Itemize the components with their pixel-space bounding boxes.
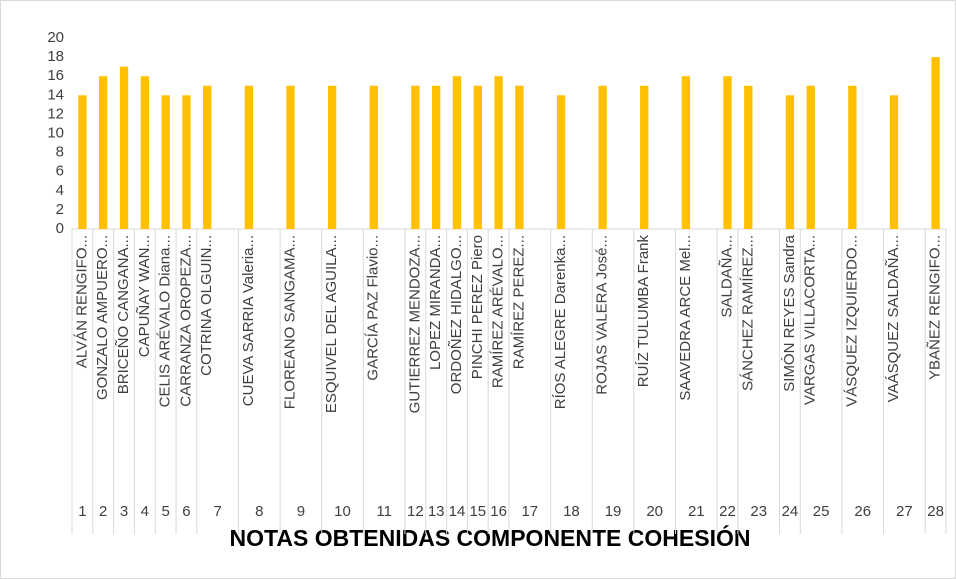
bar — [327, 85, 337, 229]
x-tick-label: VÁSQUEZ IZQUIERDO... — [843, 235, 860, 407]
bar — [411, 85, 420, 229]
group-label: 2 — [99, 503, 107, 520]
x-tick-label: LOPEZ MIRANDA... — [427, 235, 444, 370]
x-tick-label: CUEVA SARRIA Valeria... — [240, 235, 257, 406]
bar — [931, 57, 940, 229]
x-tick-label: ESQUIVEL DEL AGUILA... — [323, 235, 340, 413]
group-label: 13 — [428, 503, 445, 520]
y-tick-label: 8 — [56, 144, 64, 161]
group-label: 11 — [376, 503, 392, 520]
group-label: 20 — [646, 503, 663, 520]
bar — [806, 85, 815, 229]
y-tick-label: 6 — [56, 163, 64, 180]
bar — [369, 85, 378, 229]
y-tick-label: 4 — [56, 182, 64, 199]
group-label: 6 — [182, 503, 190, 520]
x-tick-label: RUÍZ TULUMBA Frank — [635, 235, 652, 388]
bar — [681, 76, 691, 229]
y-tick-label: 14 — [47, 86, 64, 103]
bar — [598, 85, 607, 229]
x-tick-label: CELIS ARÉVALO Diana... — [157, 235, 174, 407]
x-tick-label: VAÁSQUEZ SALDAÑA... — [885, 235, 902, 402]
y-tick-label: 0 — [56, 220, 64, 237]
bar — [640, 85, 649, 229]
x-tick-label: PINCHI PEREZ Piero — [469, 235, 486, 379]
chart-title: NOTAS OBTENIDAS COMPONENTE COHESIÓN — [230, 524, 751, 551]
x-tick-label: SAAVEDRA ARCE Mel... — [677, 235, 694, 401]
group-label: 19 — [605, 503, 622, 520]
group-label: 14 — [449, 503, 466, 520]
x-tick-label: ORDOÑEZ HIDALGO... — [448, 235, 465, 394]
x-tick-label: BRICEÑO CANGANA... — [115, 235, 132, 394]
group-label: 21 — [688, 503, 705, 520]
bar — [473, 85, 482, 229]
bar — [848, 85, 857, 229]
bar — [556, 95, 566, 229]
group-label: 28 — [927, 503, 944, 520]
x-tick-label: SÁNCHEZ RAMÍREZ... — [739, 235, 756, 391]
x-tick-label: SALDAÑA... — [718, 235, 735, 318]
group-label: 27 — [896, 503, 913, 520]
y-tick-label: 18 — [47, 48, 64, 65]
group-label: 25 — [813, 503, 830, 520]
group-label: 23 — [750, 503, 767, 520]
bar — [119, 66, 129, 230]
bar — [78, 95, 87, 229]
x-tick-label: ALVÁN RENGIFO... — [73, 235, 90, 368]
x-tick-label: RÍOS ALEGRE Darenka... — [552, 235, 569, 409]
x-tick-label: GONZALO AMPUERO... — [94, 235, 111, 400]
bar — [99, 76, 108, 229]
bar — [452, 76, 462, 229]
group-label: 7 — [213, 503, 221, 520]
bar — [286, 85, 295, 229]
group-label: 9 — [297, 503, 305, 520]
group-label: 4 — [141, 503, 149, 520]
bar — [161, 95, 170, 229]
bar — [244, 85, 254, 229]
x-tick-label: SIMÓN REYES Sandra — [781, 234, 798, 391]
bar — [203, 85, 212, 229]
x-tick-label: RAMÍREZ ARÉVALO... — [490, 235, 507, 388]
x-tick-label: VARGAS VILLACORTA... — [802, 235, 819, 405]
x-tick-label: FLOREANO SANGAMA... — [281, 235, 298, 409]
x-tick-label: CARRANZA OROPEZA... — [177, 235, 194, 407]
bar — [140, 76, 149, 229]
bar — [515, 85, 524, 229]
bar — [889, 95, 899, 229]
group-label: 5 — [161, 503, 169, 520]
bar — [744, 85, 753, 229]
group-label: 1 — [78, 503, 86, 520]
x-tick-label: ROJAS VALERA José... — [594, 235, 611, 395]
group-label: 17 — [521, 503, 538, 520]
group-label: 3 — [120, 503, 128, 520]
bar — [785, 95, 795, 229]
group-label: 24 — [782, 503, 799, 520]
group-label: 18 — [563, 503, 580, 520]
bar — [182, 95, 191, 229]
y-tick-label: 16 — [47, 67, 64, 84]
x-tick-label: COTRINA OLGUIN... — [198, 235, 215, 376]
y-tick-label: 10 — [47, 124, 64, 141]
x-tick-label: GUTIERREZ MENDOZA... — [406, 235, 423, 413]
bar — [494, 76, 503, 229]
y-tick-label: 12 — [47, 105, 64, 122]
bar — [432, 85, 441, 229]
group-label: 22 — [719, 503, 736, 520]
y-tick-label: 2 — [56, 201, 64, 218]
x-tick-label: CAPUÑAY WAN... — [136, 235, 153, 357]
x-tick-label: GARCÍA PAZ Flavio... — [365, 235, 382, 381]
group-label: 16 — [490, 503, 507, 520]
group-label: 12 — [407, 503, 424, 520]
x-tick-label: RAMÍREZ PEREZ... — [510, 235, 527, 369]
bar — [723, 76, 732, 229]
group-label: 15 — [469, 503, 486, 520]
group-label: 10 — [334, 503, 351, 520]
group-label: 8 — [255, 503, 263, 520]
y-tick-label: 20 — [47, 29, 64, 46]
group-label: 26 — [854, 503, 871, 520]
x-tick-label: YBAÑEZ RENGIFO... — [927, 235, 944, 380]
